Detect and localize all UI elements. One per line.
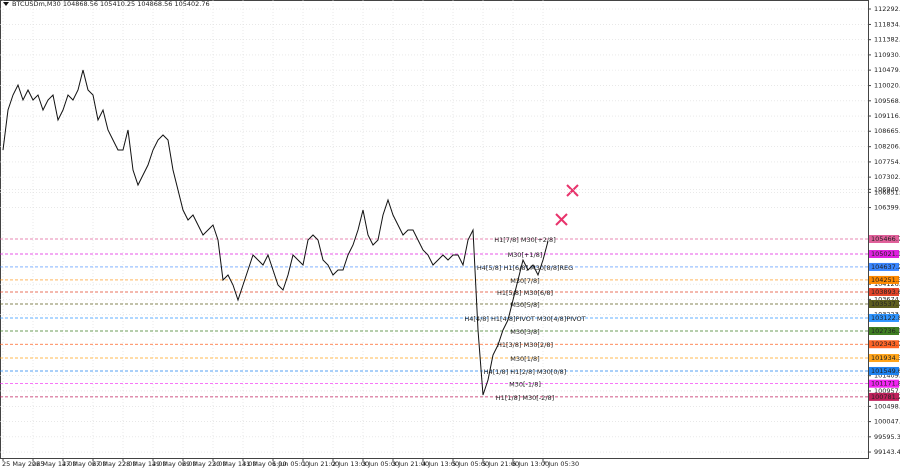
level-label: H1[3/8] M30[2/8]: [497, 341, 553, 349]
x-tick-label: 7 Jun 05:30: [542, 460, 579, 468]
signal-cross: [555, 213, 568, 226]
y-tick-label: 104126.75: [874, 280, 900, 288]
y-tick-label: 100498.80: [874, 402, 900, 410]
x-tick-label: 27 May 22:00: [92, 460, 137, 468]
x-tick-label: 29 May 22:00: [182, 460, 227, 468]
y-tick-label: 108665.05: [874, 127, 900, 135]
price-tag-label: 100781.25: [871, 393, 900, 401]
price-tag: [869, 299, 899, 308]
y-tick-label: 101409.25: [874, 372, 900, 380]
x-tick-label: 3 Jun 21:00: [392, 460, 429, 468]
price-tag-label: 103122.88: [871, 314, 900, 322]
y-tick-label: 100047.05: [874, 418, 900, 426]
x-tick-label: 5 Jun 21:00: [482, 460, 519, 468]
x-tick-label: 4 Jun 13:00: [422, 460, 459, 468]
y-tick-label: 106399.35: [874, 204, 900, 212]
price-tag-label: 105021.13: [871, 250, 900, 258]
y-tick-label: 111834.25: [874, 20, 900, 28]
price-tag-label: 101549.63: [871, 367, 900, 375]
level-label: M30[1/8]: [510, 355, 539, 363]
level-label: H1[7/8] M30[+2/8]: [494, 236, 555, 244]
price-line: [2, 69, 549, 396]
price-tag: [869, 366, 899, 375]
title-arrow: [3, 2, 9, 6]
chart-title: BTCUSDm,M30 104868.56 105410.25 104868.5…: [12, 0, 210, 8]
x-tick-label: 31 May 06:00: [242, 460, 287, 468]
y-tick-label: 108206.35: [874, 143, 900, 151]
x-tick-label: 30 May 14:00: [212, 460, 257, 468]
x-tick-label: 29 May 06:00: [152, 460, 197, 468]
price-tag-label: 105466.75: [871, 235, 900, 243]
y-tick-label: 110479.00: [874, 66, 900, 74]
y-tick-label: 106940.65: [874, 185, 900, 193]
price-tag: [869, 288, 899, 297]
level-label: M30[7/8]: [510, 277, 539, 285]
x-tick-label: 5 Jun 05:00: [452, 460, 489, 468]
price-tag: [869, 275, 899, 284]
y-tick-label: 110930.80: [874, 51, 900, 59]
x-tick-label: 26 May 14:00: [32, 460, 77, 468]
level-label: H4[5/8] H1[6/8] M30[8/8]REG: [477, 264, 573, 272]
price-tag-label: 104637.25: [871, 263, 900, 271]
price-tag-label: 101934.38: [871, 354, 900, 362]
y-tick-label: 109116.80: [874, 112, 900, 120]
price-tag: [869, 354, 899, 363]
x-tick-label: 2 Jun 13:00: [332, 460, 369, 468]
x-tick-label: 1 Jun 05:00: [272, 460, 309, 468]
price-tag: [869, 313, 899, 322]
price-tag: [869, 250, 899, 259]
price-tag-label: 101171.88: [871, 380, 900, 388]
price-tag: [869, 392, 899, 401]
y-tick-label: 109568.55: [874, 97, 900, 105]
y-tick-label: 112292.95: [874, 5, 900, 13]
plot-frame: [0, 0, 869, 459]
y-tick-label: 100957.50: [874, 387, 900, 395]
price-tag: [869, 379, 899, 388]
y-tick-label: 110020.30: [874, 82, 900, 90]
signal-cross: [566, 184, 579, 197]
y-tick-label: 111382.50: [874, 36, 900, 44]
price-tag: [869, 262, 899, 271]
price-tag: [869, 327, 899, 336]
price-tag-label: 104251.38: [871, 276, 900, 284]
x-tick-label: 6 Jun 13:00: [512, 460, 549, 468]
price-tag-label: 102736.13: [871, 327, 900, 335]
signal-markers: [555, 184, 579, 226]
x-tick-label: 27 May 06:00: [62, 460, 107, 468]
level-label: H1[5/8] M30[6/8]: [497, 289, 553, 297]
x-tick-label: 3 Jun 05:00: [362, 460, 399, 468]
price-tag: [869, 340, 899, 349]
level-label: H4[4/8] H1[4/8]PIVOT M30[4/8]PIVOT: [464, 315, 585, 323]
y-tick-label: 107754.60: [874, 158, 900, 166]
y-tick-label: 106851.10: [874, 188, 900, 196]
level-label: M30[3/8]: [510, 328, 539, 336]
y-tick-label: 103674.95: [874, 295, 900, 303]
level-label: M30[+1/8]: [508, 251, 543, 259]
price-tag-label: 102343.75: [871, 340, 900, 348]
level-label: M30[5/8]: [510, 301, 539, 309]
x-tick-label: 25 May 2025: [2, 460, 44, 468]
x-tick-label: 1 Jun 21:00: [302, 460, 339, 468]
x-tick-label: 28 May 14:00: [122, 460, 167, 468]
price-tag-label: 103537.75: [871, 300, 900, 308]
price-tag: [869, 234, 899, 243]
level-label: H1[1/8] M30[-2/8]: [496, 394, 554, 402]
level-label: H4[1/8] H1[2/8] M30[0/8]: [484, 368, 567, 376]
y-tick-label: 99143.45: [874, 448, 900, 456]
level-label: M30[-1/8]: [509, 381, 541, 389]
y-tick-label: 99595.30: [874, 433, 900, 441]
price-tag-label: 103893.63: [871, 288, 900, 296]
y-tick-label: 107302.85: [874, 173, 900, 181]
